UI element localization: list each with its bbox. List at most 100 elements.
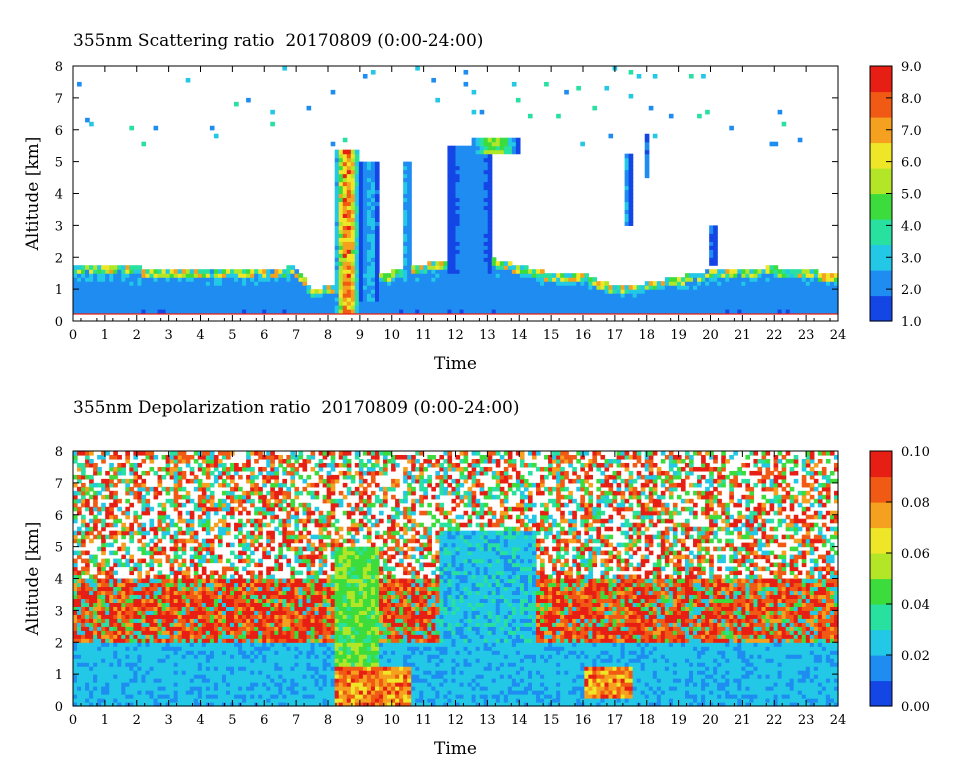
colorbar-segment [870, 502, 892, 507]
colorbar-tick-label: 5.0 [901, 188, 922, 203]
colorbar-segment [870, 612, 892, 618]
colorbar-tick-label: 0.00 [901, 700, 930, 715]
x-tick-label: 19 [670, 328, 687, 343]
colorbar-segment [870, 304, 892, 309]
x-tick-label: 11 [415, 328, 432, 343]
colorbar-segment [870, 663, 892, 669]
x-tick-label: 14 [511, 713, 528, 728]
colorbar-segment [870, 257, 892, 263]
colorbar-tick-label: 4.0 [901, 219, 922, 234]
colorbar-segment [870, 253, 892, 258]
colorbar-segment [870, 693, 892, 699]
colorbar-segment [870, 553, 892, 558]
colorbar-segment [870, 540, 892, 546]
colorbar-segment [870, 244, 892, 250]
colorbar-segment [870, 278, 892, 284]
colorbar-segment [870, 531, 892, 537]
y-tick-label: 4 [55, 188, 63, 203]
x-tick-label: 7 [292, 328, 300, 343]
y-axis-label: Altitude [km] [23, 522, 43, 637]
colorbar-segment [870, 455, 892, 461]
chart-title-scattering: 355nm Scattering ratio 20170809 (0:00-24… [73, 31, 484, 51]
colorbar-segment [870, 274, 892, 280]
colorbar-segment [870, 480, 892, 486]
heatmap-field [73, 451, 839, 707]
colorbar-segment [870, 142, 892, 148]
colorbar-tick-label: 0.02 [901, 649, 930, 664]
colorbar-segment [870, 642, 892, 648]
x-tick-label: 23 [798, 328, 815, 343]
colorbar-segment [870, 227, 892, 233]
x-axis: 0 1 2 3 4 5 6 7 8 9 10 11 12 13 14 15 16 17 18 19 20 21 22 23 24 [69, 66, 846, 343]
colorbar-segment [870, 78, 892, 84]
x-tick-label: 0 [69, 713, 77, 728]
colorbar-segment [870, 291, 892, 297]
colorbar-segment [870, 66, 892, 71]
x-tick-label: 1 [101, 713, 109, 728]
colorbar-segment [870, 557, 892, 563]
y-tick-label: 2 [55, 636, 63, 651]
x-tick-label: 13 [479, 713, 496, 728]
y-tick-label: 8 [55, 445, 63, 460]
x-tick-label: 24 [830, 713, 847, 728]
colorbar-segment [870, 701, 892, 707]
x-tick-label: 9 [356, 713, 364, 728]
x-tick-label: 17 [607, 328, 624, 343]
colorbar-tick-label: 0.08 [901, 496, 930, 511]
x-tick-label: 8 [324, 328, 332, 343]
y-tick-label: 1 [55, 668, 63, 683]
colorbar-segment [870, 193, 892, 199]
x-tick-label: 18 [638, 328, 655, 343]
x-axis: 0 1 2 3 4 5 6 7 8 9 10 11 12 13 14 15 16 17 18 19 20 21 22 23 24 [69, 451, 846, 728]
colorbar-segment [870, 295, 892, 301]
x-tick-label: 10 [383, 713, 400, 728]
x-tick-label: 15 [543, 328, 560, 343]
colorbar-segment [870, 578, 892, 584]
colorbar-segment [870, 650, 892, 656]
colorbar-segment [870, 100, 892, 105]
y-tick-label: 5 [55, 541, 63, 556]
x-tick-label: 2 [133, 328, 141, 343]
colorbar-segment [870, 168, 892, 173]
colorbar-segment [870, 172, 892, 178]
colorbar-segment [870, 608, 892, 614]
colorbar-segment [870, 599, 892, 605]
y-tick-label: 0 [55, 315, 63, 330]
colorbar-segment [870, 163, 892, 169]
colorbar-segment [870, 104, 892, 110]
colorbar-segment [870, 497, 892, 503]
x-tick-label: 22 [766, 713, 783, 728]
colorbar-segment [870, 591, 892, 597]
colorbar-segment [870, 261, 892, 267]
x-tick-label: 21 [734, 713, 751, 728]
colorbar-segment [870, 87, 892, 93]
colorbar-segment [870, 565, 892, 571]
x-tick-label: 23 [798, 713, 815, 728]
colorbar-segment [870, 463, 892, 469]
x-tick-label: 3 [164, 328, 172, 343]
colorbar-segment [870, 282, 892, 288]
y-tick-label: 3 [55, 604, 63, 619]
chart-depolarization-ratio: 0 1 2 3 4 5 6 7 8 9 10 11 12 13 14 15 16 17 18 19 20 21 22 23 24… [23, 445, 930, 759]
colorbar-segment [870, 91, 892, 97]
x-tick-label: 2 [133, 713, 141, 728]
colorbar-segment [870, 146, 892, 152]
colorbar-segment [870, 544, 892, 550]
colorbar-segment [870, 574, 892, 580]
colorbar-segment [870, 655, 892, 660]
colorbar-tick-label: 7.0 [901, 124, 922, 139]
colorbar-segment [870, 680, 892, 686]
colorbar-segment [870, 95, 892, 101]
colorbar-segment [870, 659, 892, 665]
colorbar-segment [870, 240, 892, 246]
x-tick-label: 24 [830, 328, 847, 343]
colorbar-segment [870, 510, 892, 516]
y-axis-label: Altitude [km] [23, 137, 43, 252]
colorbar-segment [870, 616, 892, 622]
x-tick-label: 3 [164, 713, 172, 728]
colorbar-segment [870, 206, 892, 212]
y-tick-label: 2 [55, 251, 63, 266]
x-tick-label: 10 [383, 328, 400, 343]
x-tick-label: 4 [196, 328, 204, 343]
colorbar-segment [870, 514, 892, 520]
